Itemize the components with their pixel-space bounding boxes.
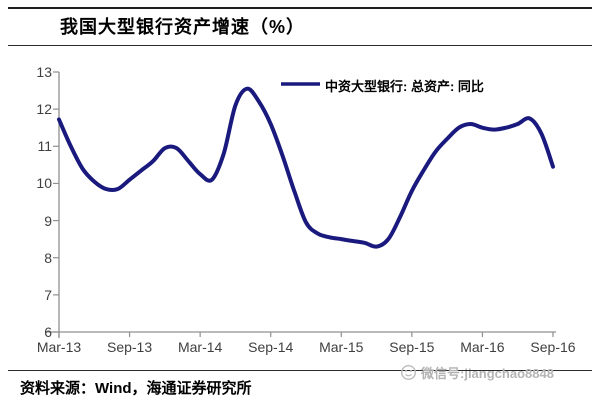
x-tick-label: Mar-16 [460, 339, 505, 355]
x-tick-label: Sep-14 [248, 339, 294, 355]
y-tick-label: 7 [44, 286, 52, 303]
x-tick-label: Mar-13 [36, 339, 82, 355]
watermark: 微信号:jiangchao8848 [400, 363, 554, 382]
axes [46, 71, 556, 338]
x-tick-label: Sep-16 [530, 339, 576, 355]
y-tick-label: 6 [44, 324, 52, 340]
y-tick-label: 10 [36, 175, 52, 192]
wechat-icon [400, 364, 417, 381]
y-tick-label: 9 [44, 212, 52, 229]
x-tick-label: Sep-15 [389, 339, 435, 355]
y-tick-label: 12 [36, 101, 52, 118]
footer-rule [8, 370, 592, 371]
legend-label: 中资大型银行: 总资产: 同比 [325, 79, 484, 94]
y-tick-label: 11 [37, 138, 52, 155]
top-border-rule [8, 7, 592, 9]
x-tick-label: Sep-13 [106, 339, 153, 355]
y-tick-label: 13 [36, 64, 52, 80]
series-line [57, 86, 555, 249]
source-note: 资料来源：Wind，海通证券研究所 [20, 380, 252, 397]
x-tick-label: Mar-14 [177, 339, 223, 355]
watermark-text: 微信号:jiangchao8848 [421, 366, 554, 381]
chart-title: 我国大型银行资产增速（%） [60, 17, 306, 37]
y-tick-label: 8 [44, 249, 52, 266]
title-underline-rule [8, 45, 592, 46]
x-tick-label: Mar-15 [319, 339, 364, 355]
